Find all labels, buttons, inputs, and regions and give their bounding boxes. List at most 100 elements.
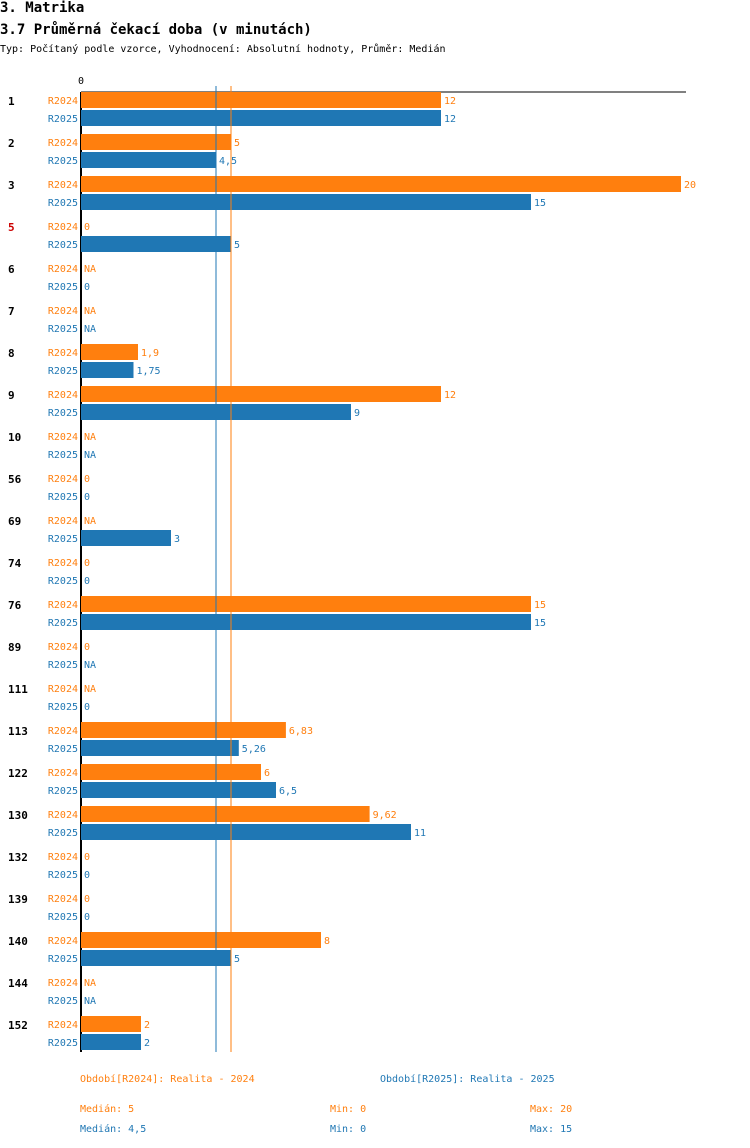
- series-label-r2025: R2025: [48, 366, 78, 377]
- series-label-r2025: R2025: [48, 702, 78, 713]
- bar-r2025: [81, 362, 134, 378]
- category-label: 140: [8, 935, 28, 948]
- series-label-r2024: R2024: [48, 306, 78, 317]
- stat-r2024-max: Max: 20: [530, 1104, 573, 1115]
- series-label-r2025: R2025: [48, 534, 78, 545]
- series-label-r2025: R2025: [48, 282, 78, 293]
- data-label-r2024: 0: [84, 894, 90, 905]
- data-label-r2024: NA: [84, 264, 96, 275]
- x-axis-zero-label: 0: [78, 76, 84, 87]
- section-title: 3. Matrika: [0, 0, 85, 16]
- data-label-r2025: 1,75: [137, 366, 161, 377]
- legend-r2025: Období[R2025]: Realita - 2025: [380, 1074, 555, 1085]
- series-label-r2024: R2024: [48, 894, 78, 905]
- category-label: 3: [8, 179, 15, 192]
- series-label-r2025: R2025: [48, 618, 78, 629]
- chart-subtitle: Typ: Počítaný podle vzorce, Vyhodnocení:…: [0, 44, 446, 55]
- category-label: 113: [8, 725, 28, 738]
- bar-r2024: [81, 1016, 141, 1032]
- series-label-r2024: R2024: [48, 390, 78, 401]
- data-label-r2024: 6: [264, 768, 270, 779]
- bar-r2024: [81, 722, 286, 738]
- series-label-r2025: R2025: [48, 450, 78, 461]
- category-label: 139: [8, 893, 28, 906]
- series-label-r2025: R2025: [48, 912, 78, 923]
- category-label: 6: [8, 263, 15, 276]
- data-label-r2024: 15: [534, 600, 546, 611]
- bar-r2025: [81, 614, 531, 630]
- bar-r2025: [81, 110, 441, 126]
- category-label: 130: [8, 809, 28, 822]
- data-label-r2025: NA: [84, 660, 96, 671]
- series-label-r2025: R2025: [48, 492, 78, 503]
- category-label: 56: [8, 473, 22, 486]
- data-label-r2024: NA: [84, 684, 96, 695]
- category-label: 5: [8, 221, 15, 234]
- series-label-r2025: R2025: [48, 870, 78, 881]
- bar-r2024: [81, 92, 441, 108]
- stat-r2025-min: Min: 0: [330, 1124, 367, 1135]
- bar-r2024: [81, 176, 681, 192]
- data-label-r2025: 5: [234, 954, 240, 965]
- series-label-r2024: R2024: [48, 936, 78, 947]
- series-label-r2024: R2024: [48, 768, 78, 779]
- series-label-r2024: R2024: [48, 600, 78, 611]
- stat-r2025-median: Medián: 4,5: [80, 1124, 147, 1135]
- series-label-r2025: R2025: [48, 954, 78, 965]
- data-label-r2024: 0: [84, 642, 90, 653]
- series-label-r2025: R2025: [48, 786, 78, 797]
- series-label-r2025: R2025: [48, 1038, 78, 1049]
- data-label-r2025: 0: [84, 282, 90, 293]
- bar-r2025: [81, 950, 231, 966]
- series-label-r2025: R2025: [48, 660, 78, 671]
- series-label-r2024: R2024: [48, 432, 78, 443]
- series-label-r2024: R2024: [48, 264, 78, 275]
- category-label: 69: [8, 515, 21, 528]
- category-label: 10: [8, 431, 21, 444]
- bar-r2025: [81, 236, 231, 252]
- category-label: 74: [8, 557, 22, 570]
- data-label-r2025: 2: [144, 1038, 150, 1049]
- series-label-r2025: R2025: [48, 744, 78, 755]
- bar-r2024: [81, 932, 321, 948]
- bar-r2025: [81, 782, 276, 798]
- series-label-r2025: R2025: [48, 324, 78, 335]
- series-label-r2024: R2024: [48, 516, 78, 527]
- data-label-r2024: 6,83: [289, 726, 313, 737]
- series-label-r2025: R2025: [48, 156, 78, 167]
- data-label-r2024: 12: [444, 390, 456, 401]
- series-label-r2024: R2024: [48, 810, 78, 821]
- series-label-r2024: R2024: [48, 726, 78, 737]
- chart-title: 3.7 Průměrná čekací doba (v minutách): [0, 22, 312, 38]
- data-label-r2024: 0: [84, 558, 90, 569]
- data-label-r2024: 2: [144, 1020, 150, 1031]
- data-label-r2025: 0: [84, 912, 90, 923]
- data-label-r2025: NA: [84, 450, 96, 461]
- bar-r2024: [81, 806, 370, 822]
- data-label-r2024: 8: [324, 936, 330, 947]
- series-label-r2024: R2024: [48, 138, 78, 149]
- data-label-r2024: 12: [444, 96, 456, 107]
- series-label-r2024: R2024: [48, 474, 78, 485]
- bar-r2024: [81, 134, 231, 150]
- series-label-r2024: R2024: [48, 348, 78, 359]
- category-label: 89: [8, 641, 21, 654]
- data-label-r2024: 5: [234, 138, 240, 149]
- stat-r2024-median: Medián: 5: [80, 1104, 135, 1115]
- series-label-r2025: R2025: [48, 996, 78, 1007]
- series-label-r2024: R2024: [48, 96, 78, 107]
- series-label-r2024: R2024: [48, 978, 78, 989]
- series-label-r2024: R2024: [48, 684, 78, 695]
- data-label-r2025: NA: [84, 996, 96, 1007]
- category-label: 144: [8, 977, 28, 990]
- data-label-r2025: 6,5: [279, 786, 297, 797]
- category-label: 152: [8, 1019, 28, 1032]
- data-label-r2024: 0: [84, 852, 90, 863]
- data-label-r2025: 5,26: [242, 744, 266, 755]
- series-label-r2024: R2024: [48, 180, 78, 191]
- stat-r2025-max: Max: 15: [530, 1124, 573, 1135]
- data-label-r2025: 4,5: [219, 156, 237, 167]
- category-label: 2: [8, 137, 15, 150]
- category-label: 111: [8, 683, 28, 696]
